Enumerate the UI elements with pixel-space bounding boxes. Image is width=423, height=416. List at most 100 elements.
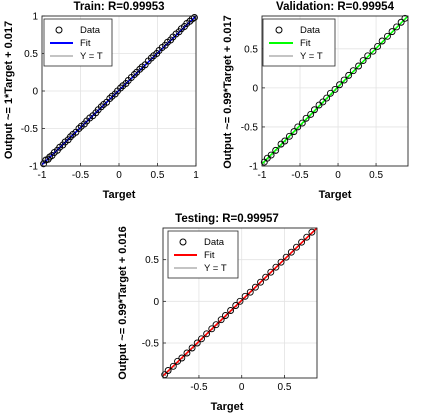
train-data-point: [40, 160, 47, 168]
testing-data-point: [277, 258, 285, 266]
validation-x-tick-label: 0: [335, 170, 341, 181]
testing-data-point: [308, 228, 316, 236]
train-legend: Data Fit Y = T: [43, 18, 113, 67]
validation-data-point: [326, 89, 334, 97]
validation-data-point: [388, 28, 396, 36]
train-legend-data-marker: [55, 26, 63, 34]
testing-axes-frame: [162, 227, 318, 379]
validation-data-point: [393, 23, 401, 31]
validation-data-point: [359, 57, 367, 64]
validation-data-point: [355, 62, 363, 70]
testing-data-point: [282, 253, 290, 261]
testing-data-point: [183, 349, 191, 357]
validation-data-point: [281, 137, 289, 145]
train-legend-fit-label: Fit: [80, 38, 91, 49]
validation-fit-line: [261, 15, 409, 165]
validation-data-point: [349, 67, 357, 75]
testing-data-point: [257, 278, 264, 286]
train-data-point: [147, 54, 155, 62]
validation-data-point: [331, 85, 339, 93]
testing-ylabel: Output ~= 0.99*Target + 0.016: [117, 226, 129, 380]
validation-x-tick-label: -1: [258, 170, 267, 181]
testing-data-point: [188, 344, 196, 352]
train-legend-ident-label: Y = T: [80, 51, 103, 62]
testing-legend: Data Fit Y = T: [167, 230, 239, 279]
train-x-tick-label: -0.5: [72, 170, 90, 181]
testing-title: Testing: R=0.99957: [175, 213, 279, 225]
validation-data-point: [323, 94, 331, 102]
validation-data-point: [384, 32, 391, 40]
validation-data-point: [374, 43, 382, 50]
testing-panel: Testing: R=0.99957 Target Output ~= 0.99…: [117, 213, 318, 413]
testing-data-point: [232, 302, 240, 309]
train-legend-data-label: Data: [80, 25, 101, 36]
testing-legend-ident-label: Y = T: [204, 263, 227, 274]
testing-fit-line: [162, 227, 318, 377]
testing-data-point: [203, 330, 211, 338]
testing-data-point: [246, 288, 254, 296]
train-y-tick-label: 1: [32, 12, 38, 23]
testing-data-point: [222, 312, 229, 319]
validation-y-tick-label: 0.5: [244, 44, 258, 55]
train-x-tick-label: 0.5: [151, 170, 165, 181]
validation-data-point: [340, 76, 348, 84]
validation-data-point: [302, 114, 310, 122]
validation-ylabel: Output ~= 0.99*Target + 0.017: [222, 15, 234, 169]
train-x-tick-label: 1: [193, 170, 199, 181]
validation-x-tick-label: -0.5: [291, 170, 309, 181]
validation-data-point: [378, 37, 386, 45]
testing-data-point: [193, 339, 201, 347]
train-y-tick-label: 0.5: [24, 49, 38, 60]
validation-data-point: [285, 132, 293, 140]
train-ylabel: Output ~= 1*Target + 0.017: [3, 21, 15, 159]
train-data-point: [75, 125, 83, 132]
train-data-point: [117, 84, 124, 92]
testing-x-tick-label: 0.5: [278, 382, 292, 393]
validation-panel: Validation: R=0.99954 Target Output ~= 0…: [222, 1, 409, 201]
validation-data-point: [319, 98, 327, 106]
testing-y-tick-label: 0: [153, 297, 159, 308]
validation-xlabel: Target: [319, 189, 352, 201]
validation-data-point: [336, 81, 344, 89]
train-axes-frame: [41, 15, 197, 167]
testing-data-point: [298, 238, 306, 246]
train-data-point: [67, 133, 74, 141]
testing-legend-data-marker: [179, 238, 187, 246]
testing-data-point: [236, 297, 244, 305]
validation-legend-fit-label: Fit: [300, 38, 311, 49]
validation-data-point: [267, 151, 275, 159]
train-y-tick-label: -0.5: [21, 124, 39, 135]
testing-data-point: [267, 268, 275, 276]
testing-data-point: [303, 233, 311, 241]
train-data-point: [97, 103, 105, 111]
testing-x-tick-label: -0.5: [190, 382, 208, 393]
validation-legend-ident-label: Y = T: [300, 51, 323, 62]
train-data-point: [106, 95, 114, 102]
validation-axes-frame: [261, 15, 409, 167]
testing-legend-data-label: Data: [204, 237, 225, 248]
validation-data-point: [294, 123, 302, 131]
validation-data-point: [272, 146, 280, 154]
validation-x-tick-label: 0.5: [369, 170, 383, 181]
testing-y-tick-label: 0.5: [145, 255, 159, 266]
train-y-tick-label: 0: [32, 87, 38, 98]
testing-data-point: [217, 316, 225, 324]
testing-y-tick-label: -0.5: [142, 339, 160, 350]
testing-x-tick-label: 0: [239, 382, 245, 393]
train-data-point: [186, 17, 194, 25]
testing-data-point: [272, 263, 280, 271]
validation-legend-data-marker: [275, 26, 283, 34]
train-data-point: [130, 71, 138, 78]
testing-data-point: [174, 357, 181, 365]
testing-data-point: [208, 325, 216, 333]
testing-xlabel: Target: [211, 401, 244, 413]
validation-y-tick-label: -0.5: [241, 122, 259, 133]
validation-data-point: [311, 106, 318, 114]
validation-legend: Data Fit Y = T: [262, 18, 336, 67]
train-x-tick-label: 0: [116, 170, 122, 181]
validation-data-point: [397, 18, 405, 26]
train-x-tick-label: -1: [38, 170, 47, 181]
validation-data-point: [298, 119, 306, 127]
validation-y-tick-label: -1: [249, 162, 258, 173]
testing-data-point: [164, 367, 172, 374]
